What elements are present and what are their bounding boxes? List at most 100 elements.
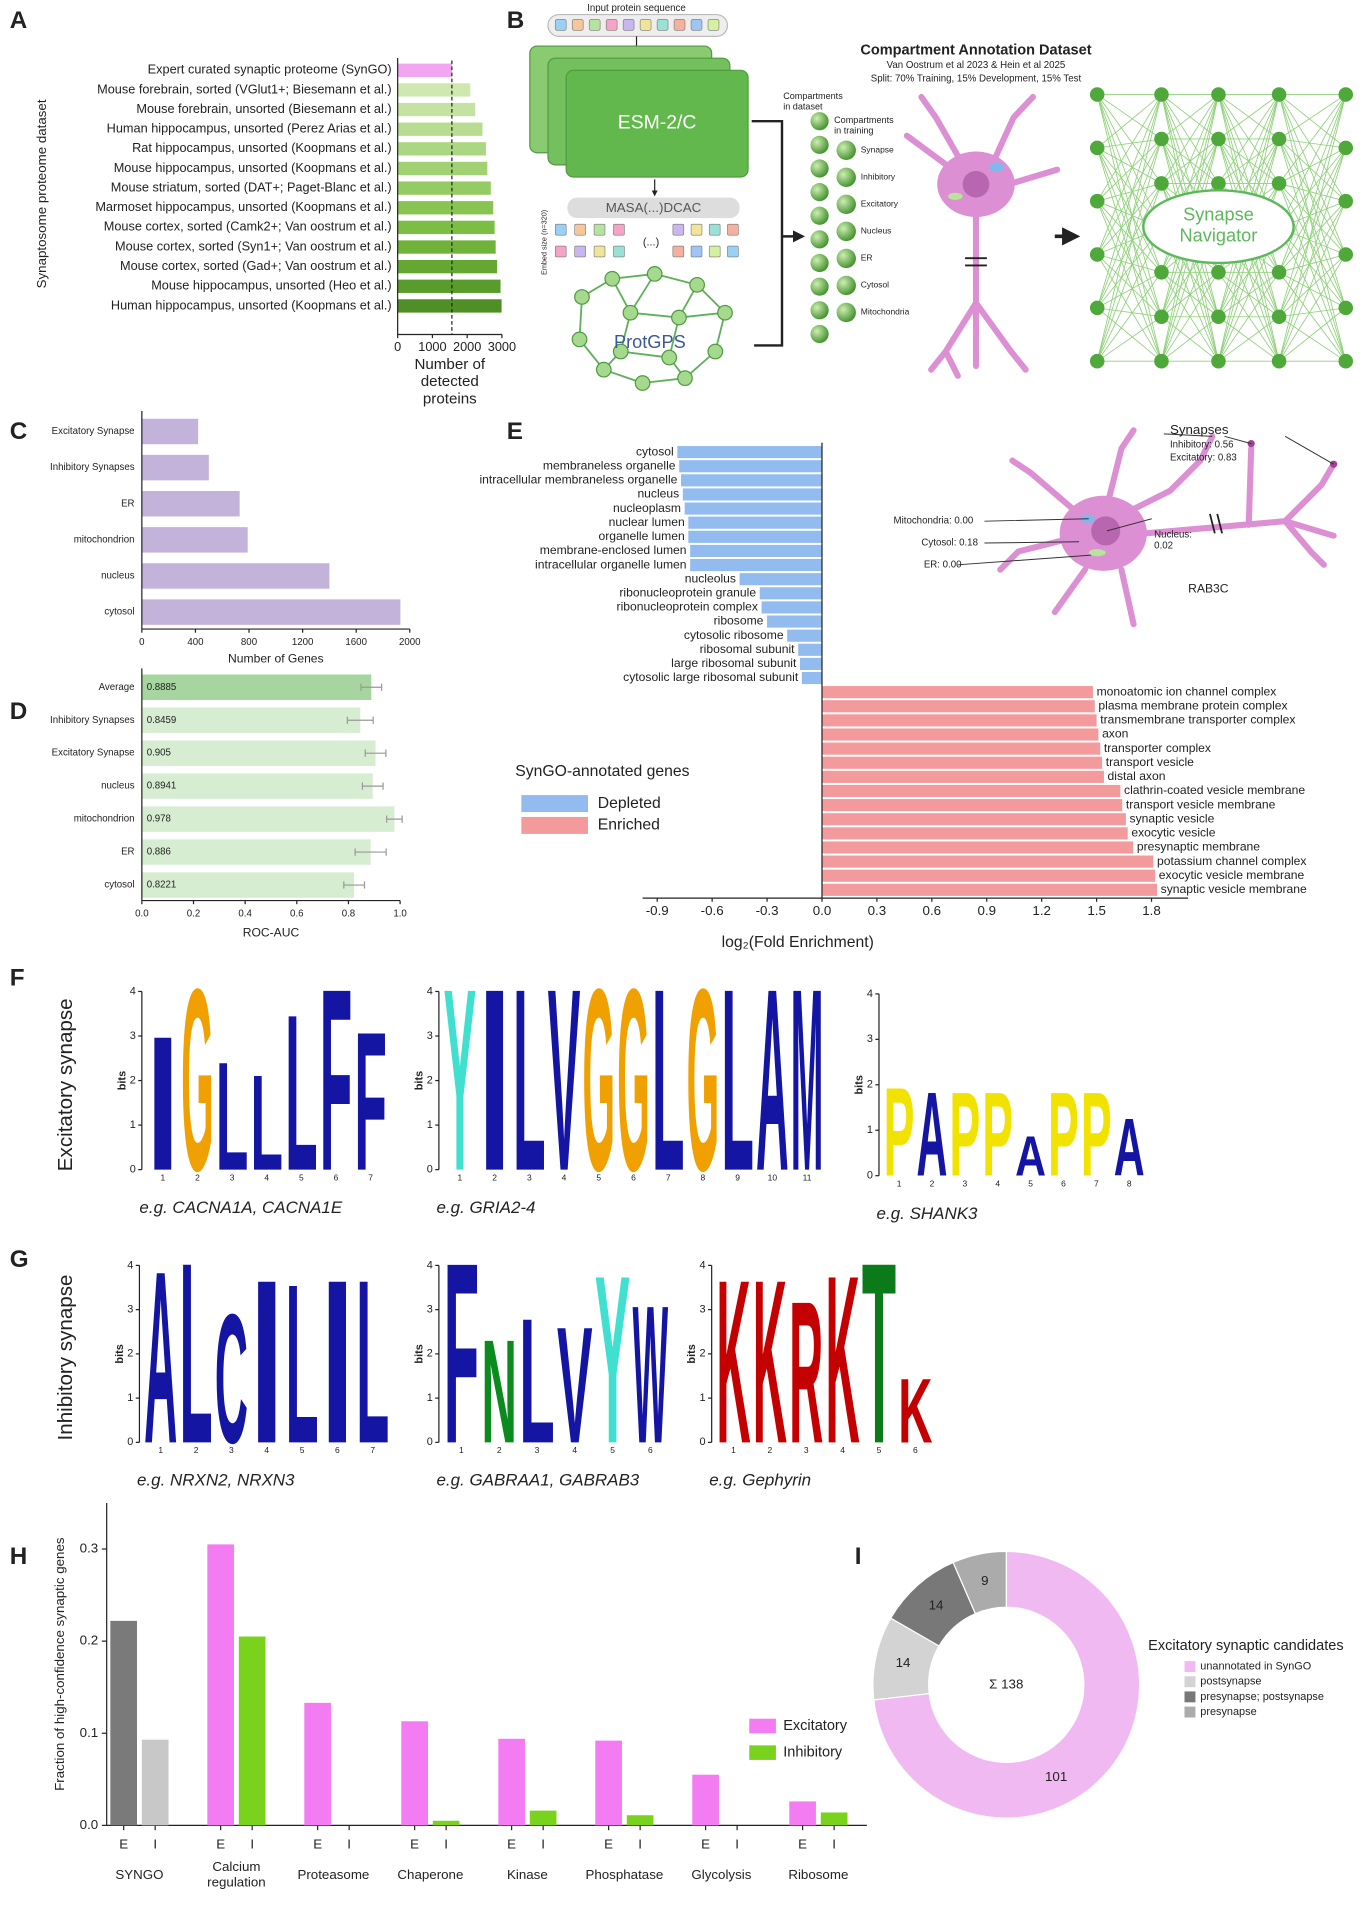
y-axis-label: bits <box>853 1075 865 1094</box>
panel-label: F <box>10 965 25 992</box>
text-line: Kinase <box>507 1867 548 1882</box>
text-line: Chaperone <box>397 1867 463 1882</box>
network-edge <box>1096 138 1162 309</box>
bar <box>141 563 330 589</box>
bar <box>820 1812 848 1826</box>
network-edge <box>1278 94 1347 273</box>
caption: e.g. Gephyrin <box>709 1471 811 1490</box>
legend-label: presynapse <box>1200 1706 1256 1718</box>
y-tick-label: 4 <box>700 1259 706 1271</box>
bar <box>397 142 486 156</box>
bar <box>821 770 1104 783</box>
logo-letter: N <box>481 1310 517 1474</box>
legend-label: Depleted <box>598 795 661 812</box>
legend-swatch <box>1184 1691 1196 1703</box>
donut-segment <box>952 1550 1007 1615</box>
y-tick-label: 0.3 <box>80 1541 99 1556</box>
caption: e.g. GABRAA1, GABRAB3 <box>436 1471 639 1490</box>
logo-letter: L <box>356 1230 389 1492</box>
bar <box>397 220 495 235</box>
series-tick-label: E <box>216 1836 225 1851</box>
category-label: organelle lumen <box>599 529 685 543</box>
network-edge <box>1278 94 1347 362</box>
category-label: Excitatory Synapse <box>52 426 135 437</box>
x-tick-label: Phosphatase <box>585 1867 663 1882</box>
nucleus <box>962 170 990 198</box>
error-bar <box>346 716 374 724</box>
organelle <box>1088 549 1106 557</box>
training-ball <box>836 167 856 188</box>
legend-swatch <box>1184 1661 1196 1673</box>
bar <box>397 63 452 77</box>
training-ball <box>836 248 856 269</box>
x-tick-label: 10 <box>768 1172 778 1182</box>
x-tick-label: 5 <box>300 1445 305 1455</box>
bar <box>688 516 822 529</box>
neuron <box>903 93 1061 379</box>
x-tick-label: -0.9 <box>646 903 669 918</box>
legend-label: Enriched <box>598 817 660 834</box>
x-axis-label: Number of detected proteins <box>414 356 485 408</box>
bar <box>821 784 1121 798</box>
text-line: proteins <box>423 391 477 408</box>
compartment-label: Inhibitory <box>861 172 896 182</box>
break-mark <box>1209 513 1223 534</box>
network-edge <box>1218 94 1280 140</box>
y-tick-label: 0.1 <box>80 1725 99 1740</box>
category-label: ribonucleoprotein complex <box>617 600 758 614</box>
bar <box>397 181 491 195</box>
logo-letter: P <box>1048 1068 1079 1202</box>
y-tick-label: 2 <box>127 1348 133 1360</box>
series-tick-label: E <box>410 1836 419 1851</box>
text-line: Calcium <box>212 1859 260 1874</box>
network-edge <box>1096 94 1162 229</box>
bar <box>397 161 488 176</box>
category-label: Inhibitory Synapses <box>50 715 135 726</box>
bar <box>595 1740 622 1826</box>
network-edge <box>1096 147 1162 273</box>
x-tick-label: 1 <box>459 1445 464 1455</box>
panel-label: A <box>10 7 28 34</box>
logo-letter: A <box>1015 1124 1046 1188</box>
annotation: Mitochondria: 0.00 <box>894 516 974 527</box>
bar <box>688 530 822 543</box>
logo-letter: L <box>519 1280 555 1480</box>
series-tick-label: I <box>832 1836 836 1851</box>
x-tick-label: SYNGO <box>115 1867 163 1882</box>
embedding-cell <box>574 223 586 236</box>
category-label: transport vesicle <box>1106 755 1194 769</box>
bar <box>759 587 822 600</box>
text-line: Synapse <box>1183 205 1254 225</box>
x-tick-label: 5 <box>610 1445 615 1455</box>
network-edge <box>1278 254 1346 273</box>
network-node <box>1271 176 1287 191</box>
bar <box>401 1721 428 1826</box>
network-node <box>1271 265 1287 280</box>
y-axis-label: Fraction of high-confidence synaptic gen… <box>52 1537 67 1791</box>
x-tick-label: 0.6 <box>290 908 303 919</box>
x-tick-label: 6 <box>335 1445 340 1455</box>
bar <box>821 799 1123 812</box>
network-node <box>595 361 612 378</box>
category-label: ribosome <box>714 614 764 628</box>
data-label: 14 <box>929 1598 944 1613</box>
legend-label: Inhibitory <box>783 1744 843 1760</box>
embedding-cell <box>593 245 606 258</box>
category-label: cytosol <box>104 880 134 891</box>
network-edge <box>1278 307 1347 362</box>
category-label: membraneless organelle <box>543 458 676 472</box>
value-label: 0.8221 <box>147 880 177 891</box>
x-tick-label: 0.4 <box>238 908 252 919</box>
network-edge <box>1161 94 1219 184</box>
network-node <box>571 331 588 348</box>
legend-label: Excitatory <box>783 1718 848 1734</box>
x-tick-label: 400 <box>187 637 204 648</box>
bar <box>397 299 502 313</box>
category-label: Human hippocampus, unsorted (Koopmans et… <box>111 297 392 312</box>
model-layer <box>565 69 749 178</box>
organelle <box>948 192 963 200</box>
network-edge <box>1278 254 1347 318</box>
network-edge <box>630 311 680 319</box>
bar <box>787 629 822 642</box>
